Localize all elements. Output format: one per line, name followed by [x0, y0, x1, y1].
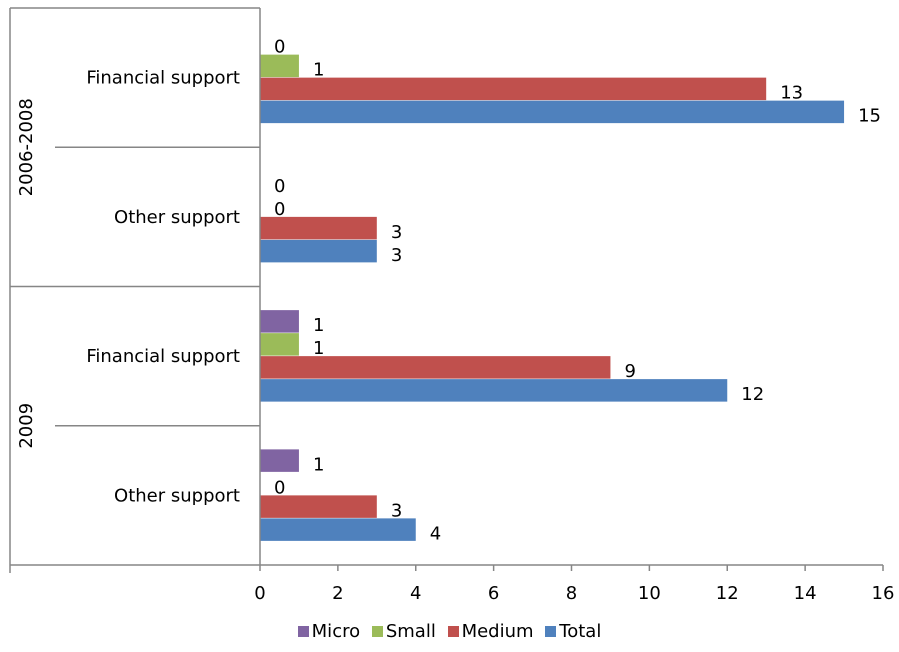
data-label-g0-other-support-total: 3: [391, 245, 402, 266]
legend-item-medium: Medium: [447, 621, 534, 642]
legend-swatch-medium: [447, 626, 459, 637]
legend-swatch-micro: [297, 626, 309, 637]
x-tick-label-10: 10: [638, 583, 661, 604]
data-label-g0-other-support-medium: 3: [391, 222, 402, 243]
legend-label-small: Small: [385, 621, 436, 642]
data-label-g1-other-support-micro: 1: [313, 454, 324, 475]
bar-g1-financial-support-small: [260, 333, 299, 356]
bar-g1-other-support-medium: [260, 495, 377, 518]
bar-g0-financial-support-small: [260, 54, 299, 78]
data-label-g1-other-support-small: 0: [274, 477, 285, 498]
data-label-g1-financial-support-total: 12: [741, 384, 764, 405]
category-label-financial-support-0: Financial support: [86, 68, 240, 89]
legend-swatch-small: [371, 626, 383, 637]
x-tick-label-16: 16: [872, 583, 895, 604]
bar-g0-financial-support-total: [260, 100, 845, 124]
x-tick-label-4: 4: [410, 583, 421, 604]
x-tick-label-14: 14: [794, 583, 817, 604]
data-label-g1-other-support-medium: 3: [391, 500, 402, 521]
x-tick-label-8: 8: [566, 583, 577, 604]
group-label-2006-2008: 2006-2008: [16, 98, 37, 196]
data-label-g0-financial-support-total: 15: [858, 106, 881, 127]
x-tick-label-0: 0: [254, 583, 265, 604]
category-label-financial-support-1: Financial support: [86, 346, 240, 367]
data-label-g0-financial-support-medium: 13: [780, 83, 803, 104]
data-label-g0-financial-support-small: 1: [313, 60, 324, 81]
category-label-other-support-1: Other support: [114, 485, 240, 506]
data-label-g1-financial-support-medium: 9: [624, 361, 635, 382]
bar-g0-other-support-medium: [260, 216, 377, 240]
legend-item-total: Total: [545, 621, 601, 642]
bar-g1-financial-support-medium: [260, 356, 611, 379]
legend-label-total: Total: [559, 621, 602, 642]
bar-g0-other-support-total: [260, 239, 377, 263]
legend-label-medium: Medium: [461, 621, 534, 642]
data-label-g1-financial-support-small: 1: [313, 338, 324, 359]
legend-item-small: Small: [371, 621, 436, 642]
x-tick-label-2: 2: [332, 583, 343, 604]
data-label-g1-financial-support-micro: 1: [313, 315, 324, 336]
category-label-other-support-0: Other support: [114, 207, 240, 228]
x-tick-label-6: 6: [488, 583, 499, 604]
bar-g1-financial-support-total: [260, 379, 728, 402]
bar-g1-financial-support-micro: [260, 310, 299, 333]
legend-item-micro: Micro: [297, 621, 361, 642]
legend: Micro Small Medium Total: [0, 621, 899, 642]
data-label-g1-other-support-total: 4: [430, 523, 441, 544]
group-label-2009: 2009: [16, 403, 37, 449]
data-label-g0-other-support-micro: 0: [274, 176, 285, 197]
x-tick-label-12: 12: [716, 583, 739, 604]
legend-label-micro: Micro: [311, 621, 361, 642]
bar-g1-other-support-micro: [260, 449, 299, 472]
data-label-g0-other-support-small: 0: [274, 199, 285, 220]
legend-swatch-total: [545, 626, 557, 637]
data-label-g0-financial-support-micro: 0: [274, 37, 285, 58]
bar-g0-financial-support-medium: [260, 77, 767, 101]
bar-g1-other-support-total: [260, 518, 416, 541]
